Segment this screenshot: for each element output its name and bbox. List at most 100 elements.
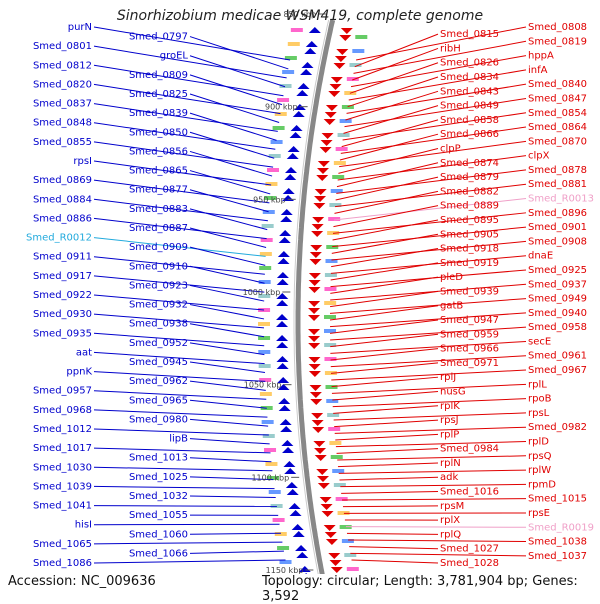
cog-block-right — [334, 161, 346, 165]
reverse-gene-arrow — [331, 567, 343, 573]
cog-block-left — [261, 238, 273, 242]
forward-gene-arrow — [279, 230, 291, 236]
gene-label-smed-1037: Smed_1037 — [528, 551, 587, 562]
reverse-gene-arrow — [312, 217, 324, 223]
forward-gene-arrow — [290, 510, 302, 516]
gene-label-smed-0895: Smed_0895 — [440, 215, 499, 226]
gene-label-rplk: rplK — [440, 401, 460, 412]
leader-line — [94, 506, 277, 507]
cog-block-right — [332, 469, 344, 473]
leader-line — [348, 77, 438, 107]
gene-label-smed-0839: Smed_0839 — [129, 108, 188, 119]
gene-label-smed-0850: Smed_0850 — [129, 127, 188, 138]
reverse-gene-arrow — [310, 392, 322, 398]
forward-gene-arrow — [282, 447, 294, 453]
cog-block-right — [347, 77, 359, 81]
gene-label-smed-0910: Smed_0910 — [129, 261, 188, 272]
leader-line — [337, 449, 438, 454]
gene-label-smed-0957: Smed_0957 — [33, 386, 92, 397]
gene-label-smed-0874: Smed_0874 — [440, 158, 499, 169]
leader-line — [190, 362, 265, 373]
gene-label-smed-1039: Smed_1039 — [33, 481, 92, 492]
forward-gene-arrow — [296, 90, 308, 96]
reverse-gene-arrow — [316, 175, 328, 181]
accession-text: Accession: NC_009636 — [8, 574, 156, 589]
leader-line — [190, 458, 271, 462]
cog-block-left — [260, 252, 272, 256]
reverse-gene-arrow — [317, 476, 329, 482]
leader-line — [94, 65, 283, 95]
gene-label-smed-0819: Smed_0819 — [528, 36, 587, 47]
reverse-gene-arrow — [331, 77, 343, 83]
gene-label-hppa: hppA — [528, 51, 554, 62]
gene-label-smed-0965: Smed_0965 — [129, 395, 188, 406]
reverse-gene-arrow — [328, 553, 340, 559]
forward-gene-arrow — [304, 48, 316, 54]
reverse-gene-arrow — [322, 133, 334, 139]
cog-block-left — [273, 126, 285, 130]
leader-line — [94, 467, 272, 470]
forward-gene-arrow — [278, 398, 290, 404]
leader-line — [339, 470, 526, 473]
cog-block-right — [338, 133, 350, 137]
gene-label-smed-1030: Smed_1030 — [33, 462, 92, 473]
reverse-gene-arrow — [339, 35, 351, 41]
gene-label-rplw: rplW — [528, 465, 551, 476]
leader-line — [190, 324, 264, 337]
reverse-gene-arrow — [336, 49, 348, 55]
gene-label-smed-0883: Smed_0883 — [129, 204, 188, 215]
forward-gene-arrow — [279, 405, 291, 411]
gene-label-smed-0834: Smed_0834 — [440, 72, 499, 83]
gene-label-smed-0922: Smed_0922 — [33, 290, 92, 301]
ruler-tick-label: 1000 kbp — [243, 288, 281, 297]
gene-label-smed-0801: Smed_0801 — [33, 41, 92, 52]
cog-block-left — [259, 364, 271, 368]
gene-label-smed-0826: Smed_0826 — [440, 58, 499, 69]
reverse-gene-arrow — [315, 189, 327, 195]
reverse-gene-arrow — [321, 140, 333, 146]
gene-label-dnae: dnaE — [528, 251, 553, 262]
leader-line — [94, 542, 282, 544]
gene-label-smed-0984: Smed_0984 — [440, 444, 499, 455]
reverse-gene-arrow — [310, 385, 322, 391]
cog-block-right — [325, 273, 337, 277]
reverse-gene-arrow — [310, 259, 322, 265]
reverse-gene-arrow — [311, 231, 323, 237]
gene-label-smed-0908: Smed_0908 — [528, 236, 587, 247]
leader-line — [338, 148, 438, 173]
gene-label-smed-0820: Smed_0820 — [33, 79, 92, 90]
cog-block-left — [277, 98, 289, 102]
map-title: Sinorhizobium medicae WSM419, complete g… — [0, 8, 600, 24]
leader-line — [344, 106, 438, 134]
cog-block-left — [273, 518, 285, 522]
leader-line — [350, 63, 438, 94]
gene-label-ribh: ribH — [440, 43, 461, 54]
forward-gene-arrow — [276, 335, 288, 341]
leader-line — [190, 75, 282, 105]
gene-label-smed-1028: Smed_1028 — [440, 558, 499, 569]
reverse-gene-arrow — [312, 420, 324, 426]
reverse-gene-arrow — [322, 511, 334, 517]
reverse-gene-arrow — [309, 280, 321, 286]
reverse-gene-arrow — [324, 119, 336, 125]
gene-label-smed-1038: Smed_1038 — [528, 537, 587, 548]
reverse-gene-arrow — [330, 84, 342, 90]
cog-block-right — [331, 455, 343, 459]
cog-block-left — [269, 490, 281, 494]
reverse-gene-arrow — [313, 441, 325, 447]
cog-block-left — [259, 266, 271, 270]
gene-label-infa: infA — [528, 65, 548, 76]
gene-label-smed-0837: Smed_0837 — [33, 99, 92, 110]
reverse-gene-arrow — [308, 357, 320, 363]
cog-block-left — [275, 532, 287, 536]
gene-label-smed-0847: Smed_0847 — [528, 93, 587, 104]
gene-label-smed-1015: Smed_1015 — [528, 494, 587, 505]
leader-line — [331, 363, 438, 373]
gene-label-smed-1066: Smed_1066 — [129, 548, 188, 559]
forward-gene-arrow — [292, 524, 304, 530]
cog-block-left — [288, 42, 300, 46]
forward-gene-arrow — [296, 552, 308, 558]
reverse-gene-arrow — [310, 245, 322, 251]
forward-gene-arrow — [285, 167, 297, 173]
gene-label-smed-0855: Smed_0855 — [33, 137, 92, 148]
